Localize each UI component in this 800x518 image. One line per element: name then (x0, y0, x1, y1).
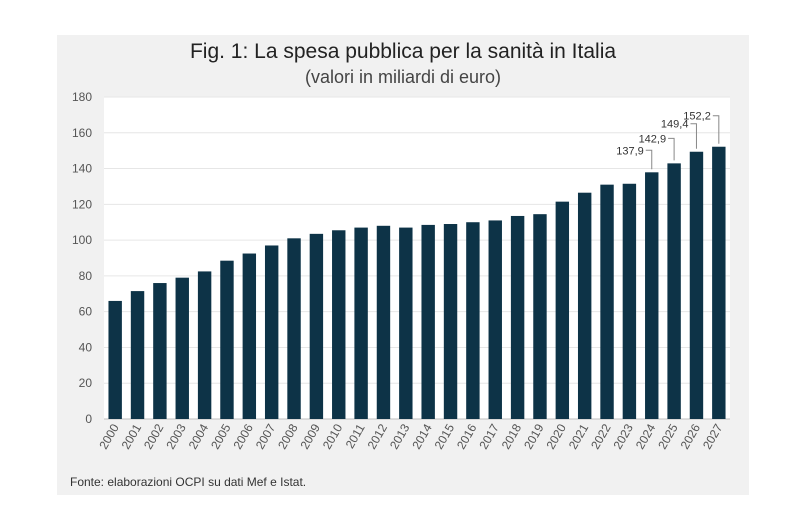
bar-2012 (376, 225, 391, 419)
x-tick-label: 2007 (253, 421, 279, 451)
y-tick-label: 20 (79, 376, 93, 390)
source-note: Fonte: elaborazioni OCPI su dati Mef e I… (70, 475, 307, 489)
x-tick-label: 2021 (566, 421, 592, 451)
bar-2026 (689, 151, 704, 419)
y-tick-label: 100 (72, 233, 92, 247)
bar-2000 (108, 300, 122, 419)
bar-2013 (399, 227, 413, 419)
bar-2016 (466, 222, 480, 419)
chart-subtitle: (valori in miliardi di euro) (304, 67, 502, 87)
bar-2015 (443, 224, 458, 419)
bar-2001 (130, 291, 145, 419)
bar-2022 (600, 184, 614, 419)
x-tick-label: 2018 (499, 421, 525, 451)
x-tick-label: 2026 (678, 421, 704, 451)
bar-2027 (712, 146, 726, 419)
y-tick-label: 0 (85, 412, 92, 426)
x-tick-label: 2004 (186, 421, 212, 451)
bars (108, 146, 726, 419)
x-tick-label: 2020 (543, 421, 569, 451)
bar-2014 (421, 224, 435, 419)
bar-2024 (645, 172, 659, 419)
leader-line (645, 149, 653, 170)
bar-2007 (264, 245, 279, 419)
bar-2009 (309, 233, 324, 419)
bar-2019 (533, 214, 547, 419)
x-tick-label: 2016 (454, 421, 480, 451)
leader-line (712, 115, 720, 144)
bar-2006 (242, 253, 257, 419)
chart-panel: Fig. 1: La spesa pubblica per la sanità … (57, 35, 749, 495)
leader-line (668, 137, 675, 161)
bar-2020 (555, 201, 570, 419)
x-tick-label: 2009 (298, 421, 324, 451)
x-tick-label: 2022 (588, 421, 614, 451)
bar-2004 (197, 271, 212, 419)
x-tick-label: 2011 (343, 421, 368, 451)
bar-2005 (220, 260, 234, 419)
bar-2025 (667, 163, 681, 419)
y-tick-label: 140 (72, 162, 92, 176)
x-tick-label: 2012 (365, 421, 391, 451)
bar-2018 (510, 215, 525, 419)
bar-2008 (287, 238, 301, 419)
bar-2010 (332, 230, 346, 419)
y-axis: 0 20 40 60 80 100 120 140 160 180 (72, 90, 92, 426)
bar-2023 (622, 183, 637, 419)
chart-title: Fig. 1: La spesa pubblica per la sanità … (189, 40, 617, 63)
data-label-2024: 137,9 (616, 145, 644, 157)
x-tick-label: 2001 (119, 421, 145, 451)
x-tick-label: 2014 (409, 421, 435, 451)
y-tick-label: 160 (72, 126, 92, 140)
x-tick-label: 2002 (141, 421, 167, 451)
bar-2002 (153, 283, 167, 419)
x-tick-label: 2000 (96, 421, 122, 451)
y-tick-label: 180 (72, 90, 92, 104)
bar-2011 (354, 227, 368, 419)
x-tick-label: 2008 (275, 421, 301, 451)
y-tick-label: 120 (72, 197, 92, 211)
leader-line (690, 123, 697, 149)
x-tick-label: 2013 (387, 421, 413, 451)
x-tick-label: 2023 (611, 421, 637, 451)
x-tick-label: 2024 (633, 421, 659, 451)
x-tick-label: 2019 (521, 421, 547, 451)
x-tick-label: 2017 (476, 421, 502, 451)
bar-2017 (488, 220, 502, 419)
data-label-2025: 142,9 (639, 133, 667, 145)
x-tick-label: 2015 (432, 421, 458, 451)
y-tick-label: 40 (79, 340, 93, 354)
x-tick-label: 2005 (208, 421, 234, 451)
x-axis: 2000200120022003200420052006200720082009… (96, 421, 725, 451)
bar-2003 (175, 277, 189, 419)
x-tick-label: 2010 (320, 421, 346, 451)
y-tick-label: 80 (79, 269, 93, 283)
data-label-2027: 152,2 (683, 111, 711, 123)
y-tick-label: 60 (79, 305, 93, 319)
x-tick-label: 2027 (700, 421, 726, 451)
x-tick-label: 2006 (230, 421, 256, 451)
x-tick-label: 2025 (655, 421, 681, 451)
x-tick-label: 2003 (163, 421, 189, 451)
bar-2021 (577, 192, 592, 419)
data-label-2026: 149,4 (661, 119, 689, 131)
